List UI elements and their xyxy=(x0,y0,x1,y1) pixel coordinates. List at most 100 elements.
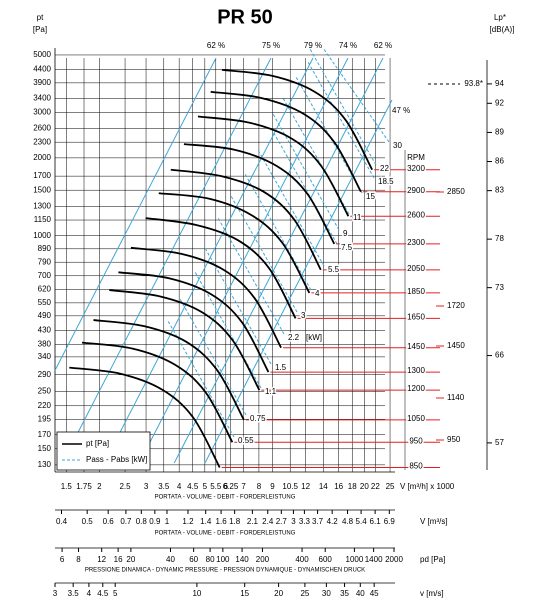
y-tick-label: 1300 xyxy=(33,201,51,210)
y-tick-label: 340 xyxy=(38,352,52,361)
x-tick-label: 1.8 xyxy=(229,517,241,526)
x-tick-label: 35 xyxy=(340,589,349,598)
x-tick-label: 4.5 xyxy=(187,482,199,491)
x-tick-label: 5 xyxy=(113,589,118,598)
x-tick-label: 0.4 xyxy=(56,517,68,526)
power-label: 4 xyxy=(315,289,320,298)
y-tick-label: 3400 xyxy=(33,93,51,102)
rpm-label: 950 xyxy=(409,436,423,445)
y-tick-label: 4400 xyxy=(33,64,51,73)
x-tick-label: 16 xyxy=(114,555,123,564)
power-label: 7.5 xyxy=(341,243,353,252)
y-tick-label: 700 xyxy=(38,271,52,280)
x-tick-label: 80 xyxy=(206,555,215,564)
x-tick-label: 4 xyxy=(177,482,182,491)
x-tick-label: 14 xyxy=(319,482,328,491)
power-label: 30 xyxy=(393,141,402,150)
x-tick-label: 25 xyxy=(300,589,309,598)
x-tick-label: 1.4 xyxy=(200,517,212,526)
power-line xyxy=(244,173,312,291)
x-tick-label: 5 xyxy=(203,482,208,491)
y-tick-label: 3900 xyxy=(33,78,51,87)
power-label: 15 xyxy=(366,192,375,201)
x-axis-subtitle: PRESSIONE DINAMICA - DYNAMIC PRESSURE - … xyxy=(85,568,365,574)
right-value: 1720 xyxy=(447,301,465,310)
y-tick-label: 130 xyxy=(38,460,52,469)
x-tick-label: 2.1 xyxy=(247,517,259,526)
x-tick-label: 6 xyxy=(60,555,65,564)
y-axis-unit: [Pa] xyxy=(33,25,47,34)
efficiency-label: 74 % xyxy=(339,41,357,50)
x-tick-label: 2.5 xyxy=(119,482,131,491)
annotation: 93.8* xyxy=(464,79,483,88)
power-label: 1.1 xyxy=(265,387,277,396)
y-tick-label: 620 xyxy=(38,285,52,294)
x-tick-label: 3 xyxy=(291,517,296,526)
x-axis-label: v [m/s] xyxy=(420,589,444,598)
power-label: 11 xyxy=(353,213,362,222)
power-line xyxy=(179,298,247,416)
fan-curve xyxy=(158,192,311,294)
power-label: 1.5 xyxy=(275,363,287,372)
x-tick-label: 2.4 xyxy=(262,517,274,526)
x-tick-label: 3 xyxy=(144,482,149,491)
y2-tick-label: 92 xyxy=(495,98,504,107)
power-label: 5.5 xyxy=(328,265,340,274)
rpm-label: 1300 xyxy=(407,366,425,375)
x-tick-label: 200 xyxy=(256,555,270,564)
x-tick-label: 0.6 xyxy=(103,517,115,526)
y2-axis-label: Lp* xyxy=(494,13,506,22)
power-label: 0.75 xyxy=(250,414,266,423)
y2-tick-label: 78 xyxy=(495,234,504,243)
right-value: 2850 xyxy=(447,187,465,196)
x-tick-label: 100 xyxy=(216,555,230,564)
y-tick-label: 290 xyxy=(38,370,52,379)
x-tick-label: 0.8 xyxy=(136,517,148,526)
x-tick-label: 140 xyxy=(235,555,249,564)
legend-label: Pass - Pabs [kW] xyxy=(86,455,147,464)
x-tick-label: 15 xyxy=(240,589,249,598)
efficiency-line xyxy=(138,57,349,464)
right-value: 950 xyxy=(447,435,461,444)
x-tick-label: 1.6 xyxy=(216,517,228,526)
rpm-label: 850 xyxy=(409,462,423,471)
rpm-label: 1650 xyxy=(407,313,425,322)
x-tick-label: 0.5 xyxy=(82,517,94,526)
fan-curve xyxy=(221,68,373,171)
x-tick-label: 30 xyxy=(322,589,331,598)
x-tick-label: 0.9 xyxy=(149,517,161,526)
y-tick-label: 1500 xyxy=(33,185,51,194)
y-tick-label: 550 xyxy=(38,298,52,307)
x-tick-label: 60 xyxy=(189,555,198,564)
y2-tick-label: 66 xyxy=(495,351,504,360)
fan-curve xyxy=(69,366,221,468)
y-tick-label: 250 xyxy=(38,387,52,396)
y-tick-label: 150 xyxy=(38,444,52,453)
right-value: 1450 xyxy=(447,341,465,350)
power-label: 22 xyxy=(380,164,389,173)
y-tick-label: 2000 xyxy=(33,153,51,162)
fan-curve xyxy=(130,246,282,349)
x-tick-label: 4.8 xyxy=(342,517,354,526)
y2-tick-label: 73 xyxy=(495,283,504,292)
power-label: 3 xyxy=(301,311,306,320)
legend: pt [Pa] Pass - Pabs [kW] xyxy=(56,431,151,471)
power-line xyxy=(167,320,235,438)
x-tick-label: 6.9 xyxy=(384,517,396,526)
x-tick-label: 2000 xyxy=(385,555,403,564)
y-tick-label: 490 xyxy=(38,311,52,320)
y-tick-label: 2300 xyxy=(33,137,51,146)
x-tick-label: 2 xyxy=(97,482,102,491)
x-tick-label: 9 xyxy=(270,482,275,491)
rpm-label: 1850 xyxy=(407,287,425,296)
rpm-label: 1450 xyxy=(407,342,425,351)
power-line xyxy=(272,113,340,231)
power-line xyxy=(230,195,298,313)
power-line xyxy=(217,217,285,335)
chart-title: PR 50 xyxy=(217,6,273,28)
fan-curve xyxy=(93,319,245,421)
x-tick-label: 1000 xyxy=(346,555,364,564)
rpm-label: 2900 xyxy=(407,186,425,195)
power-label: 2.2 xyxy=(288,333,300,342)
y-tick-label: 3000 xyxy=(33,107,51,116)
